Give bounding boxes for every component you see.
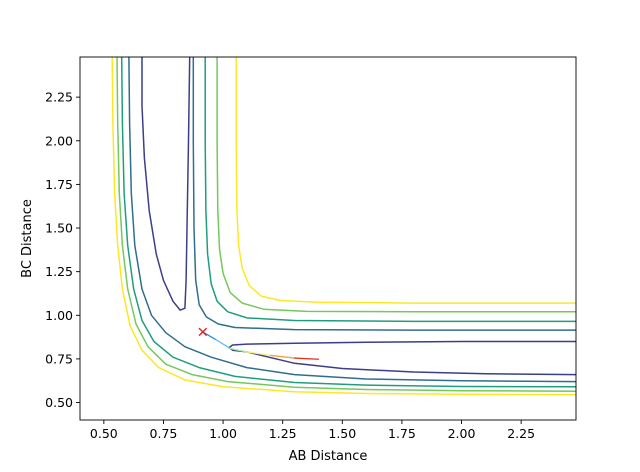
y-tick-label: 2.25 — [45, 90, 73, 105]
x-axis-label: AB Distance — [289, 449, 368, 464]
y-tick-label: 0.75 — [45, 351, 73, 366]
x-tick-label: 1.25 — [269, 426, 297, 441]
marker-x — [198, 327, 208, 337]
trajectory-segment — [270, 354, 296, 359]
y-tick-label: 1.75 — [45, 177, 73, 192]
x-axis: 0.50 0.75 1.00 1.25 1.50 1.75 2.00 2.25 — [90, 420, 535, 441]
contour-line-5-0 — [192, 57, 576, 331]
contour-line-2-0 — [120, 57, 576, 388]
trajectory-segment — [293, 357, 320, 360]
contour-line-0-0 — [141, 57, 191, 311]
contour-line-8-0 — [235, 57, 576, 304]
y-tick-label: 2.00 — [45, 133, 73, 148]
trajectory-segment — [215, 339, 231, 350]
y-tick-label: 1.50 — [45, 221, 73, 236]
y-axis: 0.50 0.75 1.00 1.25 1.50 1.75 2.00 2.25 — [45, 90, 80, 410]
trajectory-segment — [203, 332, 217, 341]
x-tick-label: 0.75 — [150, 426, 178, 441]
x-tick-label: 0.50 — [90, 426, 118, 441]
trajectory-segment — [229, 347, 248, 353]
y-tick-label: 0.50 — [45, 395, 73, 410]
contour-line-7-0 — [216, 57, 576, 313]
trajectory-layer — [203, 332, 320, 360]
y-tick-label: 1.25 — [45, 264, 73, 279]
y-axis-label: BC Distance — [20, 199, 35, 278]
contour-line-4-0 — [111, 57, 576, 396]
x-tick-label: 2.00 — [448, 426, 476, 441]
contour-line-1-0 — [128, 57, 576, 383]
contour-line-3-0 — [116, 57, 576, 392]
x-tick-label: 2.25 — [507, 426, 535, 441]
x-tick-label: 1.50 — [328, 426, 356, 441]
plot-frame — [79, 56, 577, 421]
marker-layer — [198, 327, 208, 337]
x-tick-label: 1.00 — [209, 426, 237, 441]
trajectory-segment — [246, 351, 272, 357]
x-tick-label: 1.75 — [388, 426, 416, 441]
contour-line-6-0 — [204, 57, 576, 323]
y-tick-label: 1.00 — [45, 308, 73, 323]
contour-layer — [111, 57, 576, 396]
